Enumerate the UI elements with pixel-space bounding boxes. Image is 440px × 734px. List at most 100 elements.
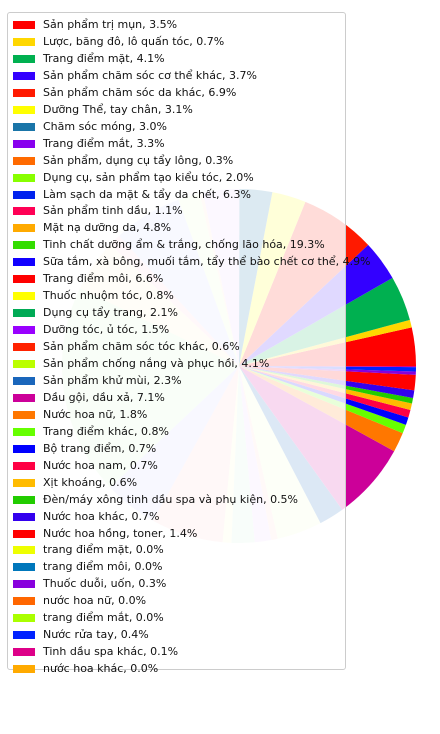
legend-label: Sản phẩm, dụng cụ tẩy lông, 0.3% xyxy=(43,153,234,167)
legend-swatch xyxy=(13,444,35,453)
legend-item: Sản phẩm tinh dầu, 1.1% xyxy=(13,203,183,219)
legend-label: Trang điểm mắt, 3.3% xyxy=(43,136,165,150)
legend-item: Sản phẩm, dụng cụ tẩy lông, 0.3% xyxy=(13,153,233,169)
legend-swatch xyxy=(13,139,35,148)
legend-label: Trang điểm môi, 6.6% xyxy=(43,272,164,286)
legend-swatch xyxy=(13,105,35,114)
legend-swatch xyxy=(13,665,35,674)
legend-label: Thuốc duỗi, uốn, 0.3% xyxy=(43,577,167,591)
legend-item: trang điểm môi, 0.0% xyxy=(13,559,163,575)
legend-label: Sản phẩm chăm sóc cơ thể khác, 3.7% xyxy=(43,68,257,82)
legend-label: trang điểm mắt, 0.0% xyxy=(43,611,164,625)
legend-swatch xyxy=(13,529,35,538)
legend-swatch xyxy=(13,326,35,335)
legend-swatch xyxy=(13,37,35,46)
legend-item: Thuốc duỗi, uốn, 0.3% xyxy=(13,576,166,592)
legend-item: Nước hoa nam, 0.7% xyxy=(13,458,158,474)
legend-label: Lược, băng đô, lô quấn tóc, 0.7% xyxy=(43,34,225,48)
legend-label: nước hoa khác, 0.0% xyxy=(43,662,159,676)
legend-label: Dưỡng tóc, ủ tóc, 1.5% xyxy=(43,323,170,337)
legend-item: Bộ trang điểm, 0.7% xyxy=(13,441,156,457)
legend-label: Trang điểm mặt, 4.1% xyxy=(43,51,165,65)
legend-item: Thuốc nhuộm tóc, 0.8% xyxy=(13,288,174,304)
legend-item: Nước hoa khác, 0.7% xyxy=(13,509,159,525)
legend-item: trang điểm mặt, 0.0% xyxy=(13,542,164,558)
legend-item: Sản phẩm chăm sóc da khác, 6.9% xyxy=(13,85,236,101)
legend-swatch xyxy=(13,190,35,199)
legend-item: Nước hoa hồng, toner, 1.4% xyxy=(13,526,197,542)
legend-item: Sản phẩm chăm sóc tóc khác, 0.6% xyxy=(13,339,240,355)
legend-label: Bộ trang điểm, 0.7% xyxy=(43,441,157,455)
legend-item: Chăm sóc móng, 3.0% xyxy=(13,119,167,135)
legend-label: Xịt khoáng, 0.6% xyxy=(43,475,138,489)
legend-label: Sản phẩm tinh dầu, 1.1% xyxy=(43,204,183,218)
legend-swatch xyxy=(13,156,35,165)
legend-swatch xyxy=(13,241,35,250)
legend-swatch xyxy=(13,546,35,555)
legend-item: Nước hoa nữ, 1.8% xyxy=(13,407,147,423)
legend-label: Nước rửa tay, 0.4% xyxy=(43,628,149,642)
legend-label: Tinh chất dưỡng ẩm & trắng, chống lão hó… xyxy=(43,238,325,252)
legend-label: Nước hoa nữ, 1.8% xyxy=(43,407,148,421)
legend-swatch xyxy=(13,614,35,623)
legend-swatch xyxy=(13,309,35,318)
legend-swatch xyxy=(13,343,35,352)
legend-item: Sản phẩm chống nắng và phục hồi, 4.1% xyxy=(13,356,269,372)
legend-swatch xyxy=(13,122,35,131)
legend-item: Xịt khoáng, 0.6% xyxy=(13,475,137,491)
legend-label: Sản phẩm chăm sóc tóc khác, 0.6% xyxy=(43,340,240,354)
legend-label: Mặt nạ dưỡng da, 4.8% xyxy=(43,221,172,235)
legend-swatch xyxy=(13,54,35,63)
legend-item: nước hoa nữ, 0.0% xyxy=(13,593,146,609)
legend-item: Sản phẩm khử mùi, 2.3% xyxy=(13,373,182,389)
legend-item: Dầu gội, dầu xả, 7.1% xyxy=(13,390,165,406)
legend-item: Trang điểm khác, 0.8% xyxy=(13,424,169,440)
legend-item: Sản phẩm trị mụn, 3.5% xyxy=(13,17,177,33)
legend-swatch xyxy=(13,461,35,470)
legend-item: Trang điểm môi, 6.6% xyxy=(13,271,163,287)
legend-item: Dụng cụ tẩy trang, 2.1% xyxy=(13,305,178,321)
legend-swatch xyxy=(13,427,35,436)
legend-item: Mặt nạ dưỡng da, 4.8% xyxy=(13,220,171,236)
legend-item: Tinh chất dưỡng ẩm & trắng, chống lão hó… xyxy=(13,237,325,253)
legend-swatch xyxy=(13,410,35,419)
legend-swatch xyxy=(13,478,35,487)
legend-label: Thuốc nhuộm tóc, 0.8% xyxy=(43,289,174,303)
legend-item: Dưỡng tóc, ủ tóc, 1.5% xyxy=(13,322,169,338)
legend-item: Làm sạch da mặt & tẩy da chết, 6.3% xyxy=(13,187,251,203)
legend-label: Dụng cụ tẩy trang, 2.1% xyxy=(43,306,178,320)
legend-swatch xyxy=(13,258,35,267)
legend-swatch xyxy=(13,173,35,182)
legend-label: Nước hoa khác, 0.7% xyxy=(43,509,160,523)
legend-label: Sản phẩm trị mụn, 3.5% xyxy=(43,18,178,31)
legend-item: Sữa tắm, xà bông, muối tắm, tẩy thể bào … xyxy=(13,254,371,270)
legend-label: Nước hoa nam, 0.7% xyxy=(43,458,158,472)
legend-swatch xyxy=(13,376,35,385)
legend-label: Làm sạch da mặt & tẩy da chết, 6.3% xyxy=(43,187,251,201)
legend-item: Sản phẩm chăm sóc cơ thể khác, 3.7% xyxy=(13,68,257,84)
legend-item: trang điểm mắt, 0.0% xyxy=(13,610,164,626)
legend-swatch xyxy=(13,275,35,284)
legend-swatch xyxy=(13,393,35,402)
legend-label: Sản phẩm chống nắng và phục hồi, 4.1% xyxy=(43,357,270,370)
legend-label: Sản phẩm khử mùi, 2.3% xyxy=(43,373,182,387)
legend-swatch xyxy=(13,580,35,589)
legend-swatch xyxy=(13,360,35,368)
legend-label: Sữa tắm, xà bông, muối tắm, tẩy thể bào … xyxy=(43,255,371,269)
legend-item: nước hoa khác, 0.0% xyxy=(13,661,158,677)
legend-label: Nước hoa hồng, toner, 1.4% xyxy=(43,526,198,540)
legend-item: Lược, băng đô, lô quấn tóc, 0.7% xyxy=(13,34,224,50)
legend-item: Dụng cụ, sản phẩm tạo kiểu tóc, 2.0% xyxy=(13,170,254,186)
legend-label: Trang điểm khác, 0.8% xyxy=(43,424,169,438)
legend-swatch xyxy=(13,21,35,29)
legend-item: Trang điểm mặt, 4.1% xyxy=(13,51,165,67)
legend-item: Nước rửa tay, 0.4% xyxy=(13,627,149,643)
legend-swatch xyxy=(13,563,35,572)
legend-label: trang điểm môi, 0.0% xyxy=(43,560,163,574)
legend-label: Tinh dầu spa khác, 0.1% xyxy=(43,645,179,659)
legend-label: Đèn/máy xông tinh dầu spa và phụ kiện, 0… xyxy=(43,492,299,506)
legend-swatch xyxy=(13,648,35,657)
legend-label: Dầu gội, dầu xả, 7.1% xyxy=(43,390,165,404)
legend-item: Tinh dầu spa khác, 0.1% xyxy=(13,644,178,660)
